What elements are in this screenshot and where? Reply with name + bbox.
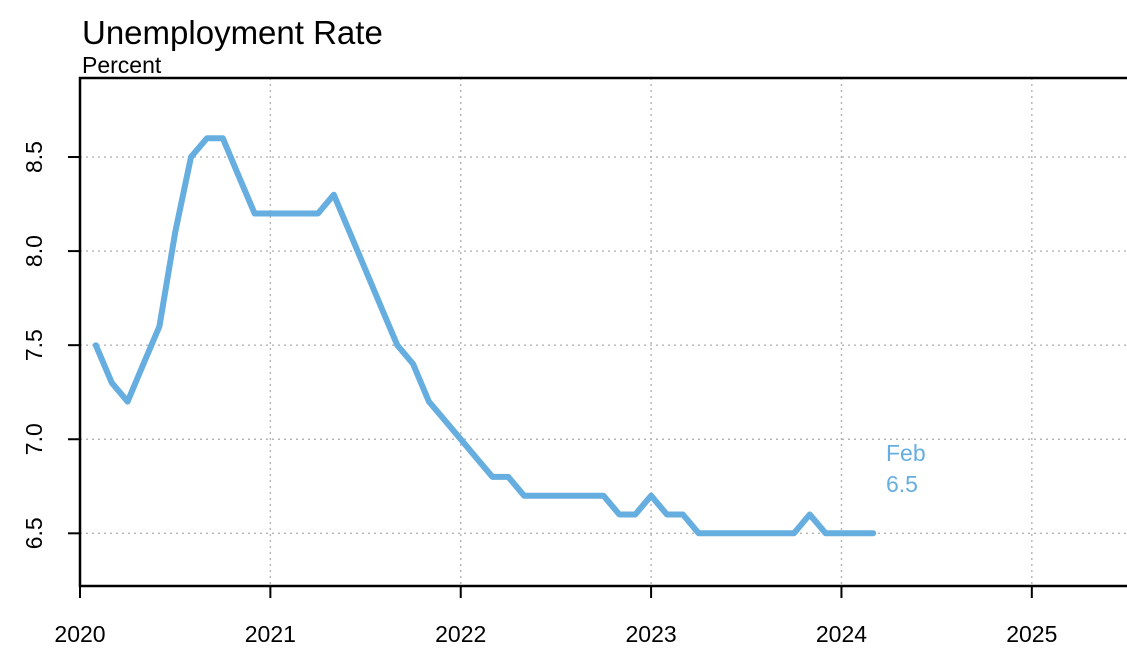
x-tick-label: 2023 <box>626 621 677 647</box>
x-tick-label: 2022 <box>435 621 486 647</box>
x-tick-label: 2024 <box>816 621 867 647</box>
chart-title: Unemployment Rate <box>82 14 383 51</box>
annotation-month-label: Feb <box>886 440 926 466</box>
x-tick-label: 2021 <box>245 621 296 647</box>
series-line <box>92 135 877 537</box>
y-tick-label: 8.5 <box>21 141 47 173</box>
y-tick-label: 7.0 <box>21 423 47 455</box>
chart-subtitle: Percent <box>82 52 162 78</box>
plot-frame <box>78 76 1127 588</box>
axis-ticks: 2020 2021 2022 2023 2024 2025 6.5 7.0 7.5 8.0 8.5 <box>21 141 1057 647</box>
y-tick-label: 8.0 <box>21 235 47 267</box>
y-tick-label: 6.5 <box>21 517 47 549</box>
series-group <box>92 135 877 537</box>
grid-lines <box>80 78 1127 586</box>
x-tick-label: 2020 <box>54 621 105 647</box>
y-tick-label: 7.5 <box>21 329 47 361</box>
annotation-value-label: 6.5 <box>886 471 918 497</box>
x-tick-label: 2025 <box>1006 621 1057 647</box>
